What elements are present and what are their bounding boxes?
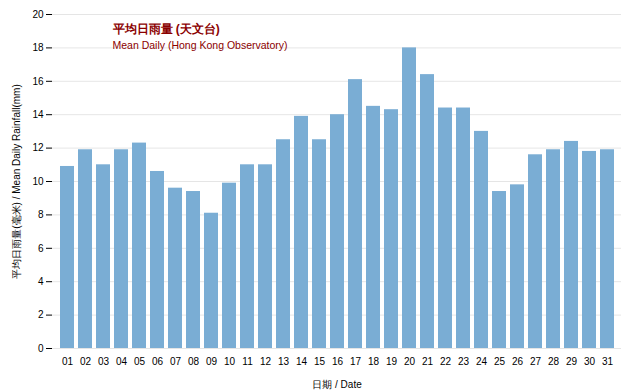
svg-text:11: 11	[242, 356, 253, 367]
svg-text:10: 10	[32, 176, 44, 187]
svg-text:31: 31	[602, 356, 614, 367]
svg-text:0: 0	[38, 343, 44, 354]
svg-text:13: 13	[278, 356, 290, 367]
svg-text:28: 28	[548, 356, 560, 367]
svg-text:12: 12	[260, 356, 272, 367]
svg-text:16: 16	[32, 76, 44, 87]
svg-text:25: 25	[494, 356, 506, 367]
svg-text:4: 4	[38, 276, 44, 287]
svg-text:03: 03	[98, 356, 110, 367]
svg-text:20: 20	[404, 356, 416, 367]
svg-text:26: 26	[512, 356, 524, 367]
svg-text:22: 22	[440, 356, 452, 367]
svg-text:12: 12	[32, 142, 44, 153]
svg-text:30: 30	[584, 356, 596, 367]
svg-text:09: 09	[206, 356, 218, 367]
svg-text:14: 14	[296, 356, 308, 367]
svg-text:16: 16	[332, 356, 344, 367]
svg-text:02: 02	[80, 356, 92, 367]
svg-text:15: 15	[314, 356, 326, 367]
svg-text:日期 / Date: 日期 / Date	[312, 379, 362, 390]
svg-text:01: 01	[62, 356, 74, 367]
svg-text:17: 17	[350, 356, 362, 367]
svg-text:29: 29	[566, 356, 578, 367]
svg-text:05: 05	[134, 356, 146, 367]
svg-text:14: 14	[32, 109, 44, 120]
svg-text:18: 18	[368, 356, 380, 367]
svg-text:Mean Daily (Hong Kong Observat: Mean Daily (Hong Kong Observatory)	[113, 39, 288, 51]
svg-text:07: 07	[170, 356, 182, 367]
svg-text:08: 08	[188, 356, 200, 367]
svg-text:19: 19	[386, 356, 398, 367]
svg-text:21: 21	[422, 356, 434, 367]
svg-text:24: 24	[476, 356, 488, 367]
svg-text:20: 20	[32, 9, 44, 20]
svg-text:23: 23	[458, 356, 470, 367]
svg-text:18: 18	[32, 42, 44, 53]
svg-text:平均日雨量 (天文台): 平均日雨量 (天文台)	[112, 22, 220, 36]
svg-text:2: 2	[38, 309, 44, 320]
svg-text:27: 27	[530, 356, 542, 367]
svg-text:10: 10	[224, 356, 236, 367]
svg-text:平均日雨量(毫米) / Mean Daily Rainfal: 平均日雨量(毫米) / Mean Daily Rainfall(mm)	[11, 84, 22, 278]
svg-text:6: 6	[38, 243, 44, 254]
svg-text:8: 8	[38, 209, 44, 220]
svg-text:04: 04	[116, 356, 128, 367]
svg-text:06: 06	[152, 356, 164, 367]
